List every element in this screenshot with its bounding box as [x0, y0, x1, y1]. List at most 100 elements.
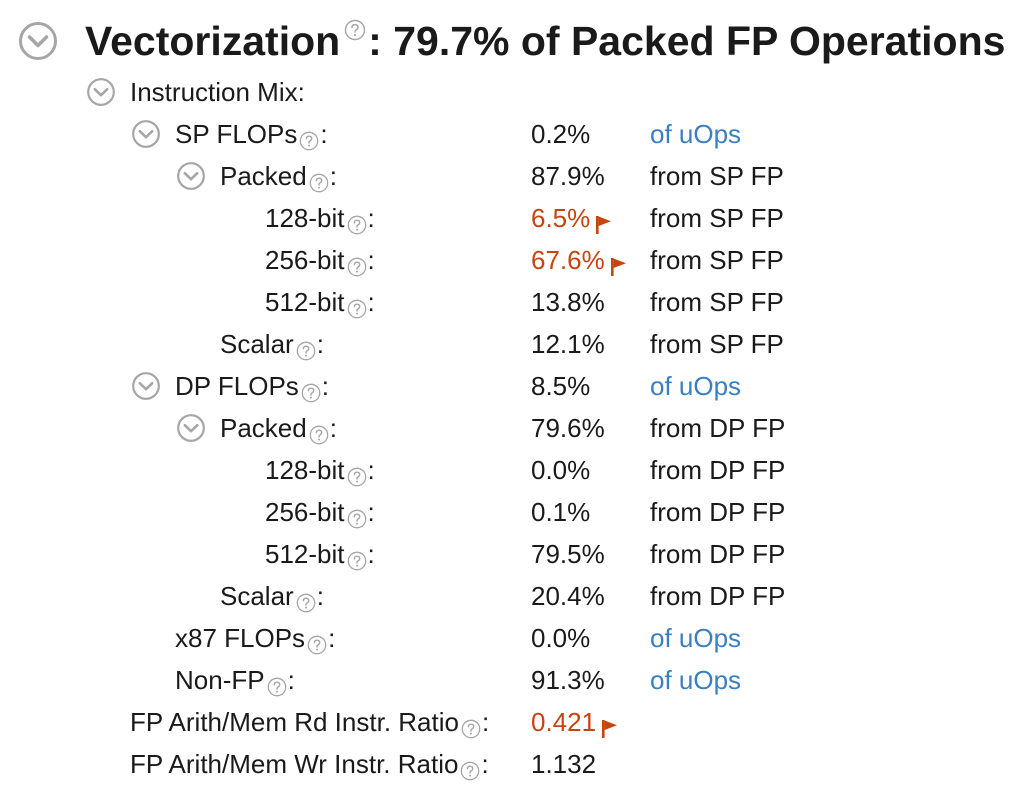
metric-label: 256-bit: — [265, 240, 375, 280]
metric-label-text: SP FLOPs — [175, 119, 298, 149]
metric-unit: from DP FP — [650, 455, 786, 485]
metric-label: DP FLOPs: — [131, 366, 329, 406]
metric-row: SP FLOPs: 0.2% of uOps — [0, 114, 1031, 154]
question-circle-icon[interactable] — [307, 626, 327, 655]
question-circle-icon[interactable] — [460, 752, 480, 781]
metric-label-text: Instruction Mix: — [130, 77, 305, 107]
uops-link[interactable]: of uOps — [650, 623, 742, 653]
metric-unit: from SP FP — [650, 245, 784, 275]
chevron-down-circle-icon[interactable] — [176, 413, 206, 443]
question-circle-icon[interactable] — [347, 542, 367, 571]
metric-value: 0.0% — [531, 618, 590, 658]
metric-label-text: FP Arith/Mem Wr Instr. Ratio — [130, 749, 459, 779]
metric-unit: from SP FP — [650, 203, 784, 233]
question-circle-icon[interactable] — [347, 248, 367, 277]
uops-link[interactable]: of uOps — [650, 371, 742, 401]
question-circle-icon[interactable] — [461, 710, 481, 739]
label-colon: : — [328, 623, 336, 653]
label-colon: : — [329, 413, 337, 443]
metric-value: 0.2% — [531, 114, 590, 154]
metric-value-text: 20.4% — [531, 581, 605, 611]
section-header: Vectorization : 79.7% of Packed FP Operat… — [18, 14, 1005, 68]
metric-label-text: Scalar — [220, 581, 294, 611]
metric-label: FP Arith/Mem Rd Instr. Ratio: — [130, 702, 489, 742]
label-colon: : — [320, 119, 328, 149]
label-colon: : — [367, 245, 375, 275]
metric-label: Scalar: — [220, 576, 324, 616]
chevron-down-circle-icon[interactable] — [131, 119, 161, 149]
metric-label-text: Non-FP — [175, 665, 265, 695]
metric-value-text: 0.2% — [531, 119, 591, 149]
metric-label-text: Packed — [220, 413, 307, 443]
metric-value: 87.9% — [531, 156, 605, 196]
metric-unit: from DP FP — [650, 413, 786, 443]
flag-icon[interactable] — [609, 249, 629, 276]
label-colon: : — [367, 539, 375, 569]
label-colon: : — [316, 581, 324, 611]
metric-value-text: 67.6% — [531, 245, 605, 275]
metric-label: Packed: — [176, 408, 337, 448]
question-circle-icon[interactable] — [347, 500, 367, 529]
question-circle-icon[interactable] — [347, 290, 367, 319]
metric-label-text: Scalar — [220, 329, 294, 359]
metric-unit: from SP FP — [650, 161, 784, 191]
metric-row: Packed: 87.9% from SP FP — [0, 156, 1031, 196]
metric-value: 67.6% — [531, 240, 629, 280]
metric-row: Scalar: 12.1% from SP FP — [0, 324, 1031, 364]
metric-value-text: 13.8% — [531, 287, 605, 317]
section-title-name: Vectorization — [85, 17, 341, 64]
label-colon: : — [367, 287, 375, 317]
label-colon: : — [316, 329, 324, 359]
metric-value: 0.421 — [531, 702, 620, 742]
metric-value: 79.5% — [531, 534, 605, 574]
question-circle-icon[interactable] — [347, 458, 367, 487]
label-colon: : — [367, 455, 375, 485]
collapse-vectorization-toggle[interactable] — [18, 21, 58, 61]
flag-icon[interactable] — [600, 711, 620, 738]
metric-unit: from DP FP — [650, 497, 786, 527]
label-colon: : — [321, 371, 330, 401]
uops-link[interactable]: of uOps — [650, 119, 742, 149]
metric-value: 20.4% — [531, 576, 605, 616]
chevron-down-circle-icon[interactable] — [131, 371, 161, 401]
label-colon: : — [481, 749, 489, 779]
chevron-down-circle-icon — [19, 22, 57, 60]
metric-label: 512-bit: — [265, 534, 375, 574]
question-circle-icon[interactable] — [299, 122, 319, 151]
question-circle-icon[interactable] — [309, 416, 329, 445]
metric-value: 12.1% — [531, 324, 605, 364]
metric-value-text: 91.3% — [531, 665, 605, 695]
uops-link[interactable]: of uOps — [650, 665, 742, 695]
metric-label-text: 256-bit — [265, 497, 345, 527]
question-circle-icon[interactable] — [267, 668, 287, 697]
metric-value: 91.3% — [531, 660, 605, 700]
metric-value-text: 6.5% — [531, 203, 591, 233]
metric-value-text: 0.1% — [531, 497, 591, 527]
question-circle-icon[interactable] — [296, 584, 316, 613]
section-title: Vectorization : 79.7% of Packed FP Operat… — [85, 18, 1005, 65]
question-circle-icon[interactable] — [296, 332, 316, 361]
metric-row: 512-bit: 13.8% from SP FP — [0, 282, 1031, 322]
metric-value: 0.0% — [531, 450, 590, 490]
question-circle-icon[interactable] — [344, 4, 366, 40]
chevron-down-circle-icon[interactable] — [86, 77, 116, 107]
metric-value: 1.132 — [531, 744, 596, 784]
label-colon: : — [329, 161, 337, 191]
chevron-down-circle-icon[interactable] — [176, 161, 206, 191]
metric-value-text: 0.0% — [531, 455, 591, 485]
metric-label-text: 512-bit — [265, 287, 345, 317]
metric-label: Scalar: — [220, 324, 324, 364]
metric-label: Non-FP: — [175, 660, 295, 700]
question-circle-icon[interactable] — [309, 164, 329, 193]
metric-value-text: 8.5% — [531, 371, 591, 401]
question-circle-icon[interactable] — [347, 206, 367, 235]
metric-row: FP Arith/Mem Rd Instr. Ratio: 0.421 — [0, 702, 1031, 742]
metric-row: 128-bit: 6.5% from SP FP — [0, 198, 1031, 238]
question-circle-icon[interactable] — [301, 374, 321, 403]
section-summary: : 79.7% of Packed FP Operations — [368, 17, 1006, 64]
metric-value: 79.6% — [531, 408, 605, 448]
flag-icon[interactable] — [594, 207, 614, 234]
metric-label: SP FLOPs: — [131, 114, 328, 154]
label-colon: : — [367, 497, 375, 527]
metric-label: 128-bit: — [265, 198, 375, 238]
